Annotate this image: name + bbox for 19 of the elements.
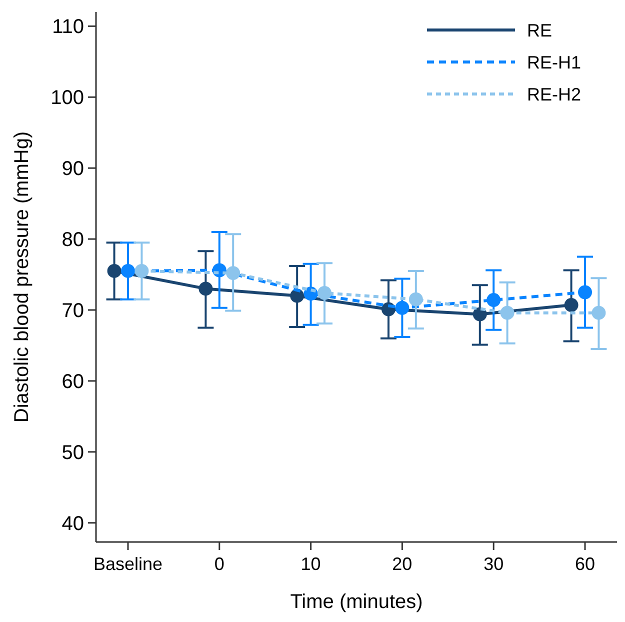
x-tick-label: 30 (484, 554, 504, 574)
legend-label: RE (527, 20, 552, 40)
x-tick-label: 10 (300, 554, 321, 574)
y-tick-label: 110 (52, 16, 84, 38)
x-tick-label: 60 (574, 554, 596, 574)
y-tick-label: 100 (50, 87, 84, 110)
x-axis-title: Time (minutes) (290, 591, 423, 613)
y-tick-label: 60 (62, 370, 84, 393)
y-tick-label: 90 (62, 158, 84, 180)
legend-label: RE-H2 (527, 84, 582, 104)
y-tick-label: 80 (62, 229, 84, 252)
y-tick-label: 50 (62, 442, 84, 464)
y-tick-label: 70 (62, 300, 84, 322)
x-tick-label: 0 (214, 554, 224, 574)
x-tick-label: Baseline (93, 554, 163, 574)
legend-label: RE-H1 (527, 52, 582, 72)
y-axis-title: Diastolic blood pressure (mmHg) (11, 131, 33, 423)
y-tick-label: 40 (62, 512, 84, 535)
x-tick-label: 20 (392, 554, 412, 574)
